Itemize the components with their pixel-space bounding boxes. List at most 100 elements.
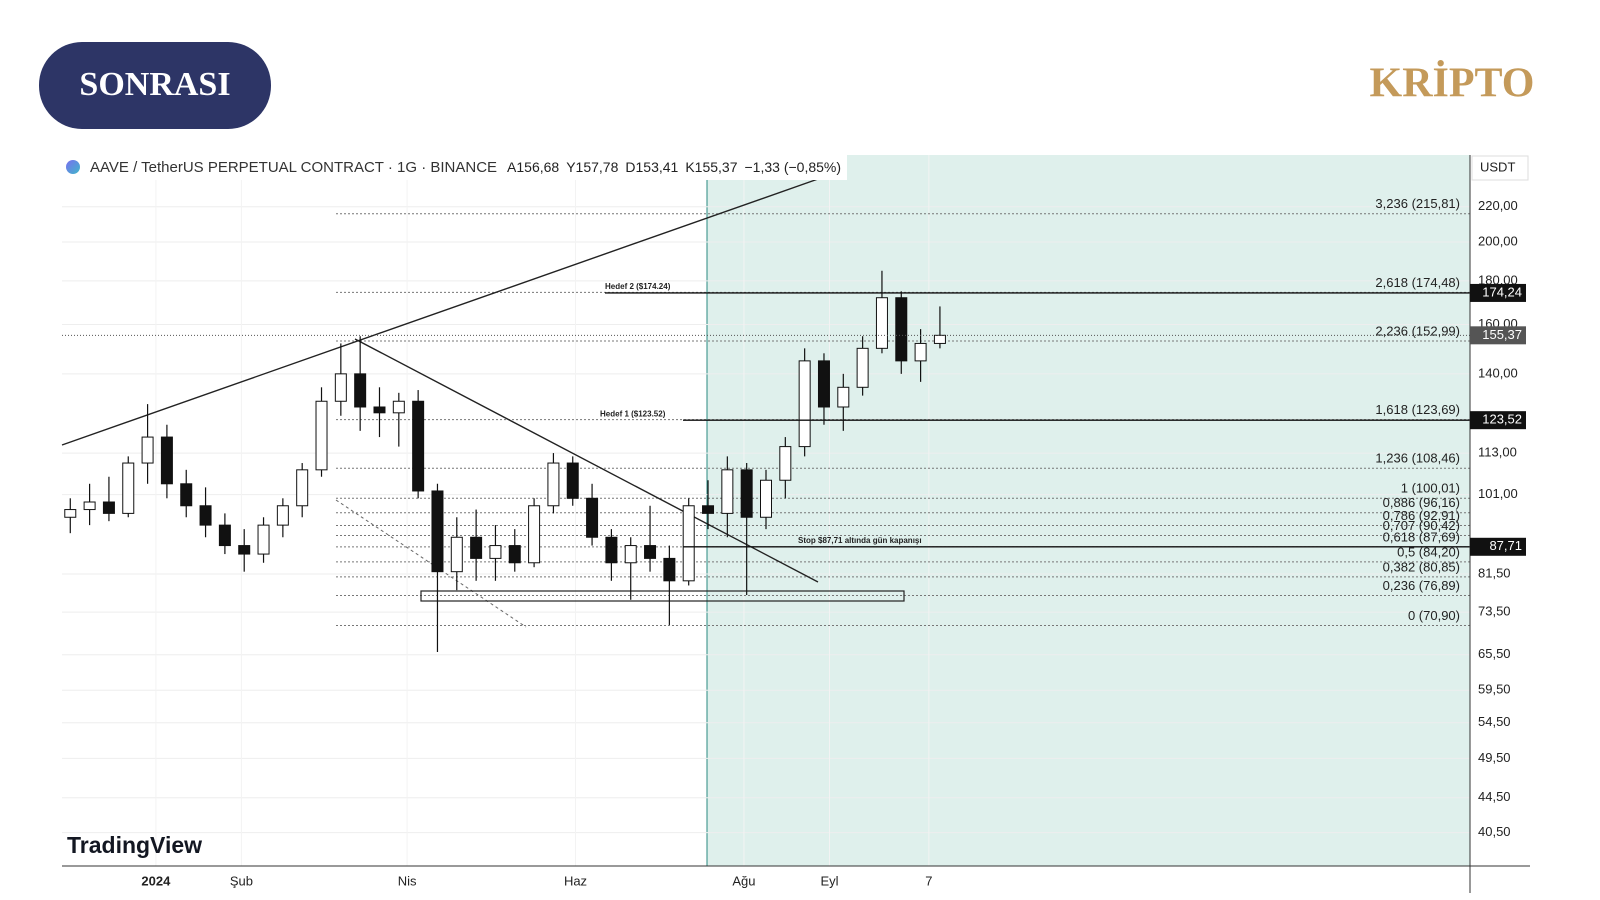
price-badge-text: 155,37 bbox=[1482, 327, 1522, 342]
y-tick-label: 65,50 bbox=[1478, 646, 1511, 661]
y-tick-label: 140,00 bbox=[1478, 365, 1518, 380]
candle-body bbox=[914, 342, 927, 362]
price-badge bbox=[1470, 411, 1526, 430]
candle-body bbox=[392, 400, 405, 414]
chart-title: AAVE / TetherUS PERPETUAL CONTRACT · 1G … bbox=[90, 158, 498, 176]
candle-body bbox=[431, 490, 444, 573]
price-badge-text: 123,52 bbox=[1482, 412, 1522, 427]
fib-label: 0 (70,90) bbox=[1408, 608, 1460, 623]
header-badge-text: SONRASI bbox=[79, 66, 230, 103]
candle-body bbox=[586, 497, 599, 538]
x-tick-label: Ağu bbox=[732, 873, 755, 888]
price-badge bbox=[1470, 283, 1526, 302]
y-tick-label: 54,50 bbox=[1478, 714, 1511, 729]
candle-body bbox=[334, 373, 347, 402]
fib-label: 0,236 (76,89) bbox=[1383, 578, 1460, 593]
candle-body bbox=[83, 501, 96, 511]
chart-header: AAVE / TetherUS PERPETUAL CONTRACT · 1G … bbox=[62, 154, 848, 180]
candle-body bbox=[702, 505, 715, 514]
candle-body bbox=[837, 386, 850, 408]
unit-label: USDT bbox=[1480, 159, 1515, 174]
candle-body bbox=[354, 373, 367, 408]
trendline bbox=[335, 499, 527, 628]
candle-body bbox=[760, 479, 772, 518]
candle-body bbox=[721, 469, 734, 514]
candle-body bbox=[624, 545, 637, 564]
candle-body bbox=[180, 483, 193, 507]
ohlc-value: −1,33 (−0,85%) bbox=[744, 159, 842, 175]
fib-label: 1,236 (108,46) bbox=[1375, 451, 1460, 466]
fib-label: 2,236 (152,99) bbox=[1375, 323, 1460, 338]
candle-body bbox=[218, 524, 231, 547]
candle-body bbox=[779, 446, 792, 481]
candle-body bbox=[199, 505, 212, 526]
y-tick-label: 44,50 bbox=[1478, 789, 1511, 804]
fib-label: 0,786 (92,91) bbox=[1383, 508, 1460, 523]
x-tick-label: Haz bbox=[564, 873, 587, 888]
candle-body bbox=[160, 436, 173, 485]
fib-label: 0,382 (80,85) bbox=[1383, 559, 1460, 574]
header-badge bbox=[39, 42, 271, 129]
fib-label: 1 (100,01) bbox=[1401, 481, 1460, 496]
fib-label: 0,5 (84,20) bbox=[1397, 544, 1460, 559]
y-tick-label: 40,50 bbox=[1478, 824, 1511, 839]
y-tick-label: 49,50 bbox=[1478, 750, 1511, 765]
brand: KRİPTO bbox=[1370, 60, 1535, 107]
candle-body bbox=[489, 545, 502, 559]
candle-body bbox=[875, 297, 888, 349]
trendline bbox=[61, 178, 819, 446]
candle-body bbox=[373, 406, 386, 414]
candle-body bbox=[740, 469, 753, 518]
candle-body bbox=[682, 505, 695, 582]
y-tick-label: 113,00 bbox=[1478, 445, 1517, 460]
x-tick-label: Şub bbox=[230, 873, 253, 888]
x-tick-label: 7 bbox=[925, 873, 932, 888]
candle-body bbox=[547, 462, 560, 507]
level-name: Hedef 2 ($174.24) bbox=[605, 282, 671, 291]
level-name: Stop $87,71 altında gün kapanışı bbox=[798, 536, 922, 545]
support-box bbox=[420, 590, 905, 602]
y-tick-label: 200,00 bbox=[1478, 233, 1518, 248]
candle-body bbox=[817, 360, 830, 408]
candle-body bbox=[122, 462, 135, 514]
candle-body bbox=[644, 545, 657, 559]
price-badge bbox=[1470, 326, 1526, 345]
x-tick-label: Eyl bbox=[820, 873, 838, 888]
y-tick-label: 81,50 bbox=[1478, 565, 1511, 580]
ohlc-legend: A156,68 Y157,78 D153,41 K155,37 −1,33 (−0,85… bbox=[507, 159, 841, 175]
candle-body bbox=[296, 469, 309, 507]
level-name: Hedef 1 ($123.52) bbox=[600, 409, 666, 418]
fib-label: 0,707 (90,42) bbox=[1383, 518, 1460, 533]
candle-body bbox=[528, 505, 541, 564]
x-tick-label: 2024 bbox=[141, 873, 171, 888]
symbol-icon bbox=[66, 160, 80, 174]
fib-label: 1,618 (123,69) bbox=[1375, 402, 1460, 417]
candle-body bbox=[238, 545, 251, 555]
ohlc-value: A156,68 bbox=[507, 159, 560, 175]
price-badge-text: 87,71 bbox=[1489, 538, 1522, 553]
candle-body bbox=[566, 462, 579, 499]
y-tick-label: 101,00 bbox=[1478, 486, 1518, 501]
candle-body bbox=[102, 501, 115, 514]
y-tick-label: 59,50 bbox=[1478, 682, 1511, 697]
candle-body bbox=[257, 524, 270, 555]
candle-body bbox=[798, 360, 811, 448]
candle-body bbox=[450, 536, 463, 573]
y-tick-label: 220,00 bbox=[1478, 198, 1518, 213]
shaded-zone bbox=[707, 155, 1470, 866]
candle-body bbox=[663, 557, 676, 582]
y-tick-label: 180,00 bbox=[1478, 272, 1518, 287]
price-badge-text: 174,24 bbox=[1482, 284, 1522, 299]
candle-body bbox=[508, 545, 521, 564]
unit-box bbox=[1471, 155, 1529, 181]
fib-label: 3,236 (215,81) bbox=[1375, 196, 1460, 211]
candle-body bbox=[856, 347, 869, 388]
ohlc-value: Y157,78 bbox=[566, 159, 619, 175]
candle-body bbox=[470, 536, 483, 559]
candle-body bbox=[276, 505, 289, 526]
candle-body bbox=[141, 436, 154, 464]
ohlc-value: D153,41 bbox=[625, 159, 679, 175]
ohlc-value: K155,37 bbox=[685, 159, 738, 175]
